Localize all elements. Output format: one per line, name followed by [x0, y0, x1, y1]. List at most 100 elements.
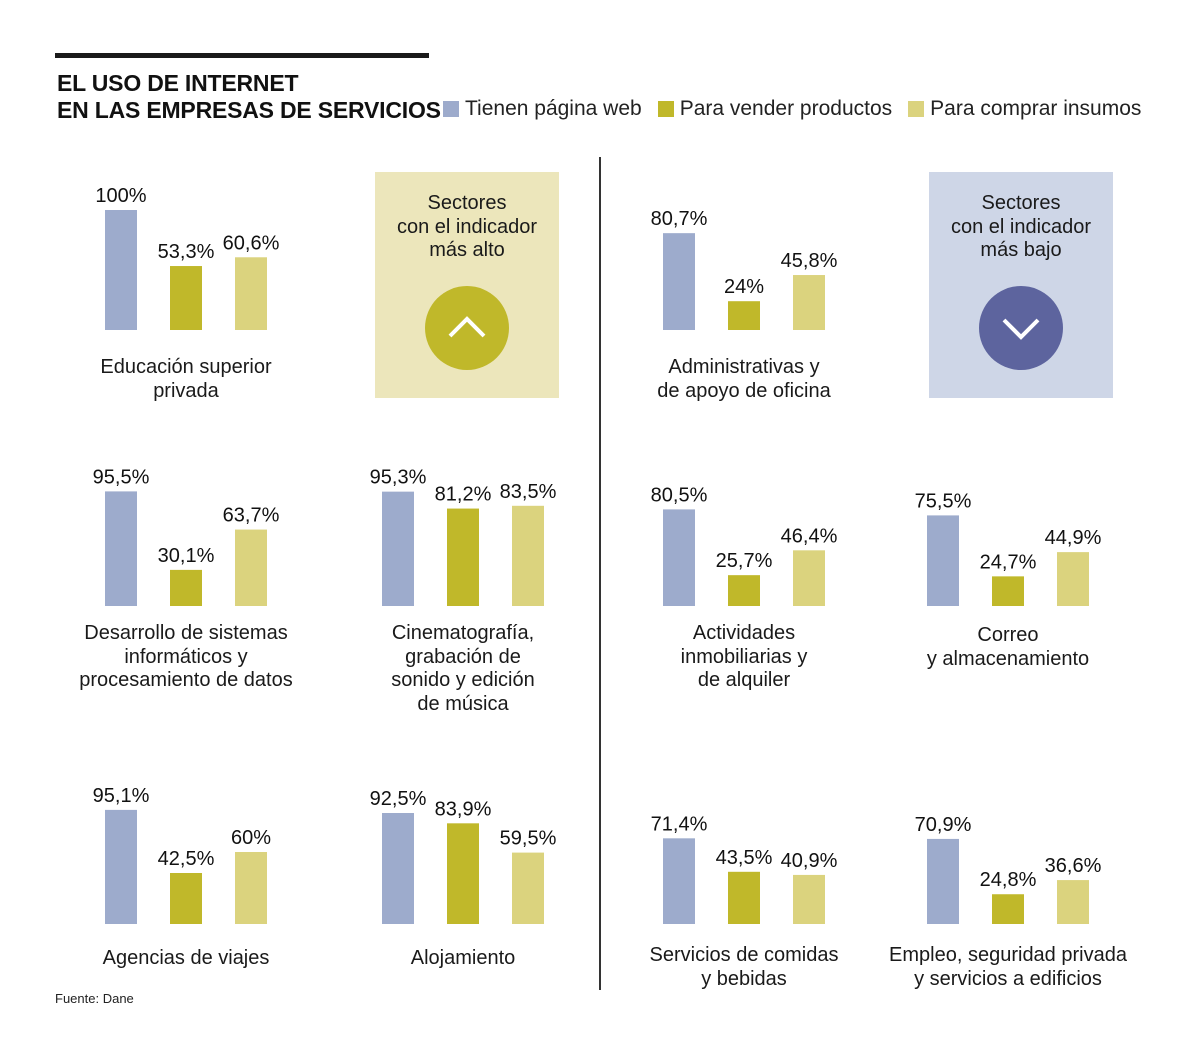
data-label-comprar: 63,7%: [223, 505, 280, 527]
sector-label-line: Cinematografía,: [391, 622, 535, 644]
bar-web: [663, 838, 695, 924]
sector-label-line: Actividades: [692, 622, 796, 644]
sector-label-line: Agencias de viajes: [102, 947, 270, 969]
legend-label-web: Tienen página web: [465, 97, 642, 120]
sector-label-line: sonido y edición: [391, 669, 535, 691]
sector-label: Agencias de viajes: [103, 947, 270, 971]
data-label-vender: 81,2%: [435, 484, 492, 506]
sector-label-line: Correo: [977, 624, 1039, 646]
data-label-comprar: 40,9%: [781, 850, 838, 872]
sector-chart-lowest-3: 71,4% 43,5% 40,9%: [651, 813, 838, 924]
sector-label: Servicios de comidas y bebidas: [650, 944, 839, 991]
data-label-web: 71,4%: [651, 813, 708, 835]
bar-vender: [992, 576, 1024, 606]
sector-chart-highest-0: 100% 53,3% 60,6%: [95, 185, 280, 330]
legend-swatch-vender: [657, 101, 674, 117]
bar-web: [663, 509, 695, 606]
sector-label-line: Alojamiento: [410, 947, 516, 969]
bar-web: [927, 838, 959, 924]
bar-vender: [728, 301, 760, 330]
bar-vender: [728, 575, 760, 606]
sector-label: Alojamiento: [411, 947, 516, 971]
bar-vender: [447, 508, 479, 606]
sector-label: Desarrollo de sistemas informáticos y proc…: [79, 622, 292, 693]
sector-chart-lowest-0: 80,7% 24% 45,8%: [651, 208, 838, 330]
legend: Tienen página web Para vender productos …: [443, 97, 1157, 121]
data-label-vender: 42,5%: [158, 848, 215, 870]
data-label-vender: 83,9%: [435, 798, 492, 820]
data-label-comprar: 44,9%: [1045, 527, 1102, 549]
bar-comprar: [235, 852, 267, 924]
sector-label-line: Educación superior: [100, 356, 272, 378]
bar-comprar: [1057, 880, 1089, 924]
data-label-web: 92,5%: [370, 788, 427, 810]
bar-comprar: [1057, 552, 1089, 606]
data-label-vender: 53,3%: [158, 241, 215, 263]
data-label-comprar: 46,4%: [781, 525, 838, 547]
sector-label-line: procesamiento de datos: [79, 669, 293, 691]
sector-chart-lowest-1: 80,5% 25,7% 46,4%: [651, 484, 838, 606]
sector-label-line: de alquiler: [697, 669, 791, 691]
sector-label-line: Empleo, seguridad privada: [889, 944, 1127, 966]
data-label-web: 75,5%: [915, 490, 972, 512]
title-rule: [55, 53, 429, 58]
bar-web: [927, 515, 959, 606]
bar-vender: [447, 823, 479, 924]
data-label-web: 95,5%: [93, 466, 150, 488]
sector-chart-highest-1: 95,5% 30,1% 63,7%: [93, 466, 280, 606]
callout-highest-line-3: más alto: [429, 239, 505, 261]
bar-web: [105, 809, 137, 924]
legend-label-vender: Para vender productos: [679, 97, 893, 120]
sector-label: Empleo, seguridad privada y servicios a e…: [889, 944, 1127, 991]
legend-swatch-comprar: [908, 101, 925, 117]
data-label-vender: 30,1%: [158, 545, 215, 567]
sector-label-line: y bebidas: [701, 967, 787, 990]
legend-label-comprar: Para comprar insumos: [930, 97, 1142, 120]
sector-label-line: grabación de: [405, 645, 521, 668]
data-label-comprar: 45,8%: [781, 250, 838, 272]
callout-lowest-line-2: con el indicador: [950, 215, 1092, 238]
sector-label-line: Administrativas y: [668, 356, 820, 378]
callout-highest-line-2: con el indicador: [396, 215, 538, 238]
callout-lowest-text: Sectores con el indicador más bajo: [929, 192, 1113, 263]
callout-highest-text: Sectores con el indicador más alto: [375, 192, 559, 263]
bar-web: [105, 491, 137, 606]
data-label-vender: 43,5%: [716, 847, 773, 869]
data-label-vender: 24,8%: [980, 869, 1037, 891]
data-label-comprar: 83,5%: [500, 481, 557, 503]
sector-label-line: Desarrollo de sistemas: [84, 622, 288, 644]
bar-comprar: [512, 505, 544, 606]
sector-label-line: y almacenamiento: [926, 647, 1090, 670]
bar-vender: [992, 894, 1024, 924]
legend-item-comprar: Para comprar insumos: [908, 97, 1141, 121]
data-label-comprar: 60%: [231, 827, 271, 849]
data-label-comprar: 60,6%: [223, 232, 280, 254]
callout-highest-line-1: Sectores: [427, 192, 507, 214]
sector-label-line: y servicios a edificios: [914, 967, 1102, 990]
sector-chart-lowest-4: 70,9% 24,8% 36,6%: [915, 814, 1102, 924]
chart-title: EL USO DE INTERNET EN LAS EMPRESAS DE SE…: [57, 70, 441, 124]
chart-title-line-1: EL USO DE INTERNET: [57, 70, 299, 96]
data-label-web: 100%: [95, 185, 146, 207]
data-label-web: 80,5%: [651, 484, 708, 506]
bar-web: [663, 233, 695, 330]
sector-label-line: de apoyo de oficina: [657, 379, 831, 402]
bar-web: [105, 210, 137, 330]
data-label-comprar: 36,6%: [1045, 855, 1102, 877]
data-label-web: 80,7%: [651, 208, 708, 230]
sector-label: Administrativas y de apoyo de oficina: [657, 356, 830, 403]
sector-label: Cinematografía, grabación de sonido y edic…: [391, 622, 534, 716]
callout-lowest: Sectores con el indicador más bajo: [929, 172, 1113, 398]
bar-vender: [170, 873, 202, 924]
bar-vender: [170, 266, 202, 330]
chevron-up-icon: [425, 286, 509, 370]
bar-comprar: [793, 550, 825, 606]
source-note: Fuente: Dane: [55, 991, 134, 1006]
bar-comprar: [235, 257, 267, 330]
sector-label: Correo y almacenamiento: [927, 624, 1089, 671]
callout-lowest-line-1: Sectores: [981, 192, 1061, 214]
data-label-web: 70,9%: [915, 814, 972, 836]
sector-label: Educación superior privada: [100, 356, 271, 403]
legend-item-vender: Para vender productos: [657, 97, 893, 121]
